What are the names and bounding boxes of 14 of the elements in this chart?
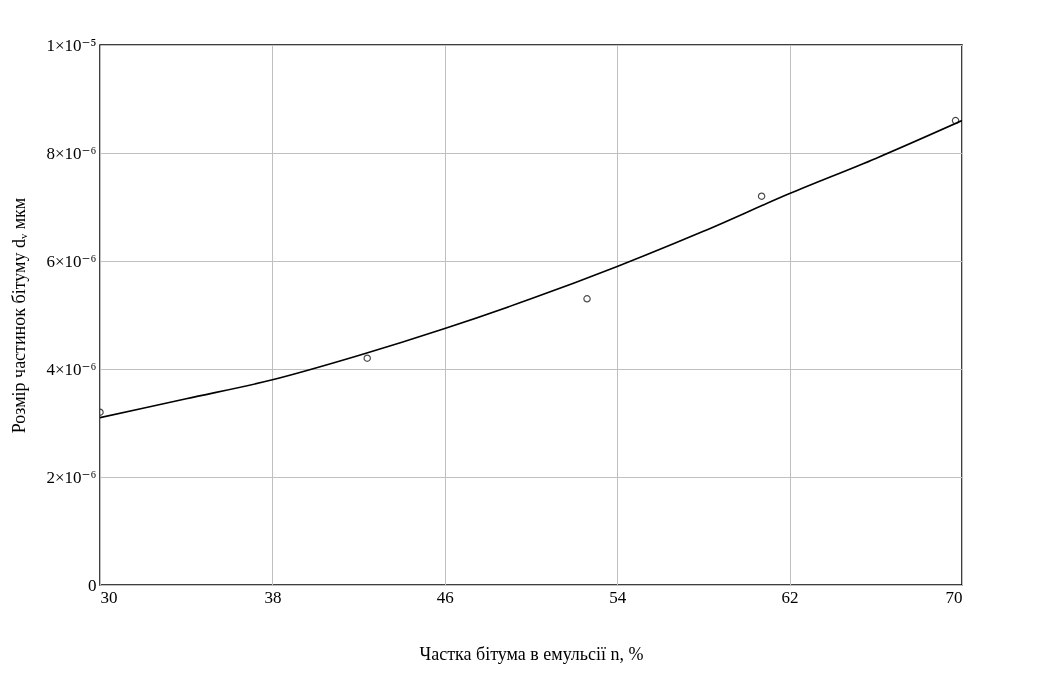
y-tick-label: 4×10⁻⁶	[46, 359, 97, 379]
y-tick-label: 6×10⁻⁶	[46, 251, 97, 271]
x-axis-title: Частка бітума в емульсії n, %	[419, 643, 644, 664]
x-tick-label: 30	[100, 587, 118, 607]
x-tick-label: 38	[264, 587, 282, 607]
y-tick-label: 0	[88, 575, 97, 595]
x-tick-label: 54	[609, 587, 627, 607]
x-tick-label: 46	[436, 587, 454, 607]
x-tick-label: 70	[945, 587, 963, 607]
y-axis-title: Розмір частинок бітуму dᵥ мкм	[8, 197, 29, 434]
y-tick-label: 2×10⁻⁶	[46, 467, 97, 487]
y-tick-label: 1×10⁻⁵	[46, 35, 97, 55]
y-tick-label: 8×10⁻⁶	[46, 143, 97, 163]
x-tick-label: 62	[781, 587, 799, 607]
